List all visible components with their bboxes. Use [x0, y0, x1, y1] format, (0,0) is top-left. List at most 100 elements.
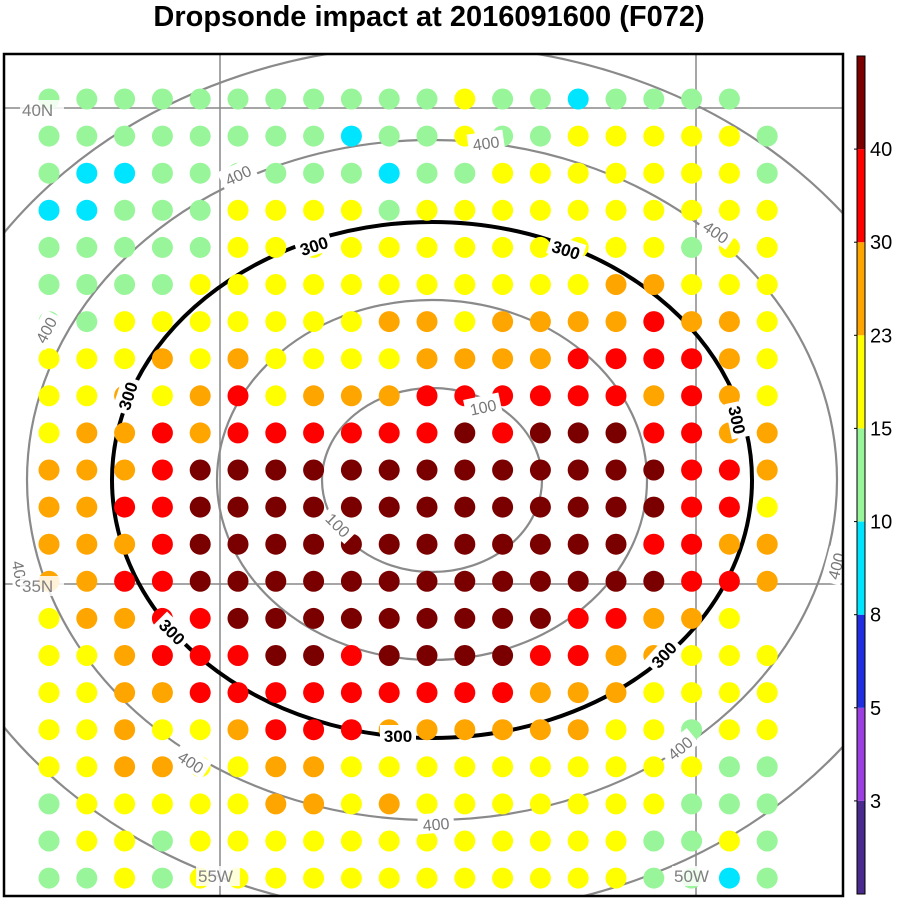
dropsonde-point [114, 88, 136, 110]
dropsonde-point [76, 719, 98, 741]
dropsonde-point [681, 533, 703, 555]
dropsonde-point [76, 496, 98, 518]
dropsonde-point [567, 867, 589, 889]
dropsonde-point [303, 830, 325, 852]
dropsonde-point [492, 162, 514, 184]
dropsonde-point [718, 867, 740, 889]
dropsonde-point [567, 199, 589, 221]
dropsonde-point [492, 459, 514, 481]
colorbar-label: 23 [870, 325, 892, 347]
dropsonde-point [189, 236, 211, 258]
dropsonde-point [38, 385, 60, 407]
colorbar-label: 40 [870, 139, 892, 161]
dropsonde-point [227, 719, 249, 741]
dropsonde-point [114, 682, 136, 704]
dropsonde-point [643, 459, 665, 481]
dropsonde-point [605, 274, 627, 295]
dropsonde-point [605, 162, 627, 184]
dropsonde-point [492, 496, 514, 518]
dropsonde-point [378, 496, 400, 518]
dropsonde-point [378, 385, 400, 407]
dropsonde-point [454, 311, 476, 333]
dropsonde-point [38, 682, 60, 704]
dropsonde-point [227, 645, 249, 666]
dropsonde-point [378, 793, 400, 815]
dropsonde-point [151, 125, 173, 147]
dropsonde-point [76, 607, 98, 629]
dropsonde-point [189, 199, 211, 221]
dropsonde-point [567, 607, 589, 629]
dropsonde-point [605, 830, 627, 852]
dropsonde-point [756, 162, 778, 184]
dropsonde-point [567, 830, 589, 852]
dropsonde-point [529, 459, 551, 481]
dropsonde-point [756, 756, 778, 778]
dropsonde-point [114, 607, 136, 629]
dropsonde-point [492, 607, 514, 629]
dropsonde-point [718, 274, 740, 295]
dropsonde-point [529, 607, 551, 629]
dropsonde-point [416, 830, 438, 852]
dropsonde-point [454, 496, 476, 518]
dropsonde-point [265, 385, 287, 407]
dropsonde-point [718, 533, 740, 555]
dropsonde-point [38, 645, 60, 666]
dropsonde-point [151, 793, 173, 815]
dropsonde-point [227, 422, 249, 444]
dropsonde-point [416, 274, 438, 295]
dropsonde-point [454, 274, 476, 295]
dropsonde-point [189, 88, 211, 110]
dropsonde-point [416, 533, 438, 555]
dropsonde-point [416, 570, 438, 592]
dropsonde-point [265, 719, 287, 741]
colorbar-label: 5 [870, 698, 881, 720]
dropsonde-point [529, 756, 551, 778]
dropsonde-point [643, 422, 665, 444]
dropsonde-point [265, 236, 287, 258]
dropsonde-point [567, 459, 589, 481]
dropsonde-point [756, 719, 778, 741]
dropsonde-point [38, 607, 60, 629]
dropsonde-point [76, 756, 98, 778]
dropsonde-point [151, 311, 173, 333]
dropsonde-point [718, 756, 740, 778]
dropsonde-point [227, 199, 249, 221]
dropsonde-point [151, 199, 173, 221]
dropsonde-point [189, 274, 211, 295]
dropsonde-point [76, 422, 98, 444]
dropsonde-point [303, 533, 325, 555]
dropsonde-point [303, 607, 325, 629]
dropsonde-point [529, 719, 551, 741]
dropsonde-point [492, 533, 514, 555]
dropsonde-point [378, 348, 400, 370]
colorbar-segment [857, 521, 865, 615]
dropsonde-point [605, 645, 627, 666]
dropsonde-point [681, 496, 703, 518]
map-title: Dropsonde impact at 2016091600 (F072) [153, 1, 705, 33]
dropsonde-point [378, 199, 400, 221]
dropsonde-point [529, 88, 551, 110]
dropsonde-point [378, 533, 400, 555]
dropsonde-point [38, 867, 60, 889]
dropsonde-point [378, 422, 400, 444]
dropsonde-point [681, 162, 703, 184]
svg-text:50W: 50W [674, 867, 709, 886]
dropsonde-point [189, 607, 211, 629]
dropsonde-point [681, 682, 703, 704]
dropsonde-point [529, 570, 551, 592]
dropsonde-point [303, 162, 325, 184]
colorbar-label: 30 [870, 232, 892, 254]
dropsonde-point [151, 162, 173, 184]
dropsonde-point [681, 422, 703, 444]
svg-text:40N: 40N [22, 101, 53, 120]
dropsonde-point [38, 162, 60, 184]
dropsonde-point [643, 756, 665, 778]
dropsonde-point [605, 867, 627, 889]
dropsonde-point [303, 570, 325, 592]
dropsonde-point [38, 274, 60, 295]
dropsonde-point [567, 645, 589, 666]
dropsonde-point [605, 199, 627, 221]
dropsonde-point [303, 348, 325, 370]
dropsonde-point [340, 607, 362, 629]
